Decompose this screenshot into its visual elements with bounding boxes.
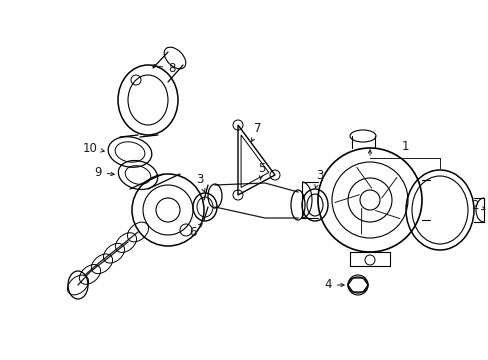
Text: 1: 1 (401, 140, 408, 153)
Text: 4: 4 (324, 279, 344, 292)
Text: 2: 2 (470, 198, 484, 212)
Text: 5: 5 (258, 162, 265, 180)
Text: 3: 3 (314, 168, 323, 188)
Text: 3: 3 (196, 172, 204, 192)
Text: 10: 10 (82, 141, 104, 154)
Text: 7: 7 (251, 122, 261, 141)
Text: 9: 9 (94, 166, 114, 179)
Text: 8: 8 (151, 62, 175, 75)
Text: 6: 6 (189, 224, 202, 239)
